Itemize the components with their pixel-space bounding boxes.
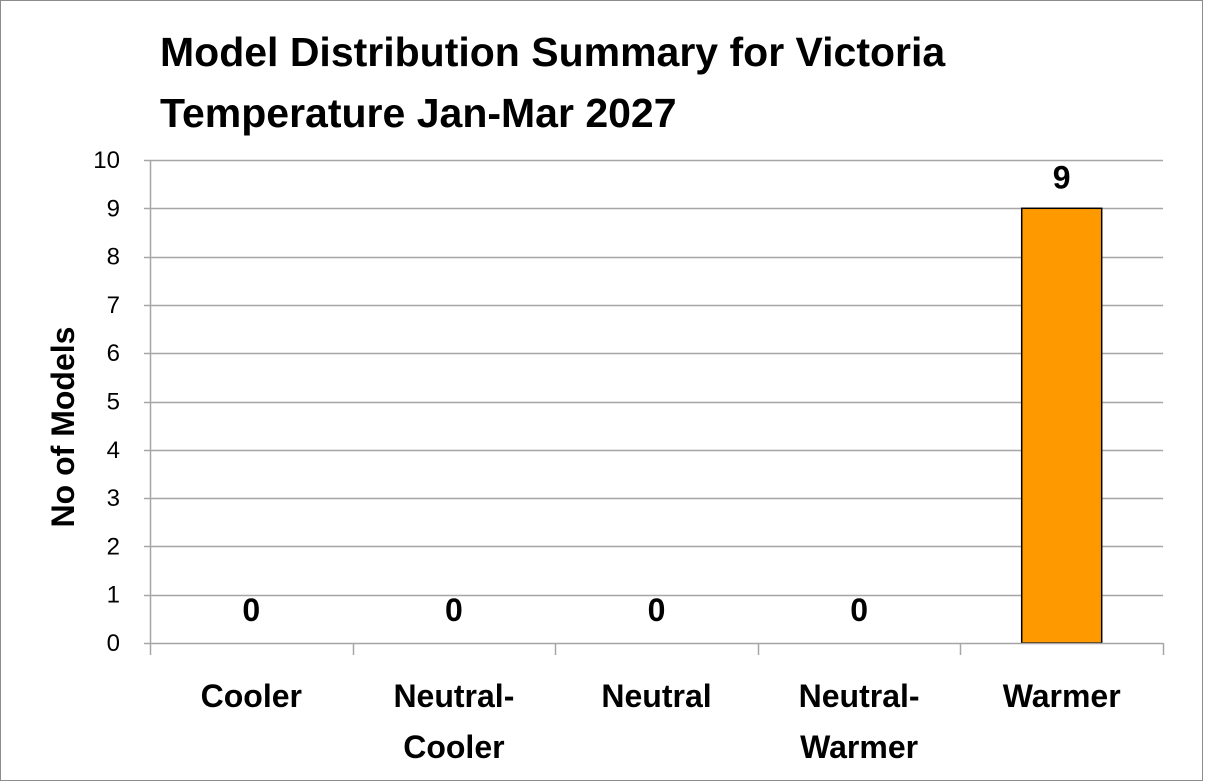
y-tick-label: 8 <box>107 244 120 271</box>
x-category-labels: Cooler Neutral- Cooler Neutral Neutral- Warme… <box>201 678 1121 765</box>
y-tick-labels: 0 1 2 3 4 5 6 7 8 9 10 <box>93 147 120 657</box>
chart-title-line-2: Temperature Jan-Mar 2027 <box>160 90 677 136</box>
data-label: 0 <box>850 592 868 628</box>
data-label: 0 <box>242 592 260 628</box>
gridlines <box>150 159 1163 597</box>
y-tick-label: 0 <box>107 630 120 657</box>
y-tick-label: 7 <box>107 292 120 319</box>
x-category-label: Warmer <box>800 729 918 765</box>
y-tick-label: 2 <box>107 533 120 560</box>
data-label: 0 <box>648 592 666 628</box>
x-category-label: Warmer <box>1003 678 1121 714</box>
data-labels: 0 0 0 0 9 <box>242 159 1070 628</box>
x-category-label: Neutral <box>601 678 711 714</box>
y-tick-label: 3 <box>107 485 120 512</box>
bar <box>1020 207 1103 644</box>
chart-title-line-1: Model Distribution Summary for Victoria <box>160 29 946 75</box>
y-tick-label: 4 <box>107 437 120 464</box>
x-category-label: Cooler <box>201 678 302 714</box>
y-axis-label: No of Models <box>45 327 81 528</box>
bars <box>1020 207 1103 644</box>
axes <box>144 159 1165 655</box>
y-tick-label: 6 <box>107 340 120 367</box>
y-tick-label: 5 <box>107 389 120 416</box>
y-tick-label: 9 <box>107 195 120 222</box>
data-label: 0 <box>445 592 463 628</box>
y-tick-label: 10 <box>93 147 120 174</box>
x-category-label: Neutral- <box>393 678 514 714</box>
x-category-label: Neutral- <box>799 678 920 714</box>
x-category-label: Cooler <box>403 729 504 765</box>
y-tick-label: 1 <box>107 582 120 609</box>
data-label: 9 <box>1053 159 1071 195</box>
